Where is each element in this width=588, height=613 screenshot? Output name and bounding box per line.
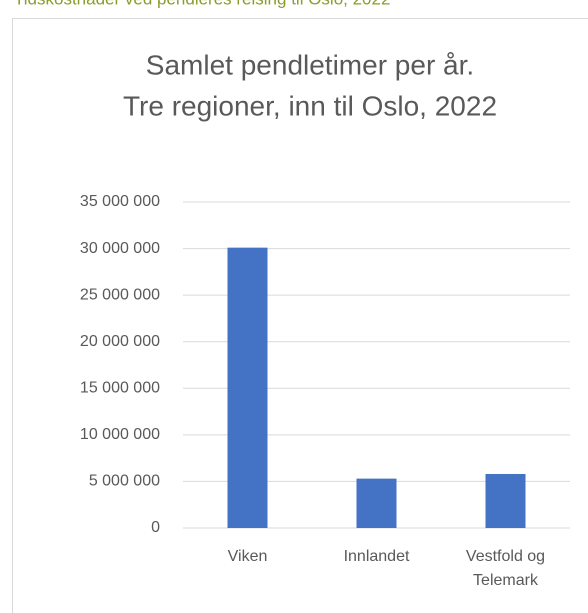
chart-title: Tre regioner, inn til Oslo, 2022	[123, 90, 497, 121]
y-tick-label: 25 000 000	[80, 286, 160, 303]
page-header: Tidskostnader ved pendleres reising til …	[14, 0, 390, 8]
bar	[227, 247, 268, 528]
bar	[356, 478, 397, 528]
y-tick-label: 10 000 000	[80, 426, 160, 443]
bar	[485, 473, 526, 528]
y-tick-label: 5 000 000	[89, 473, 160, 490]
x-tick-label: Vestfold og Telemark	[466, 548, 545, 589]
chart-border	[12, 18, 588, 613]
x-tick-label: Viken	[228, 548, 268, 565]
y-tick-label: 15 000 000	[80, 380, 160, 397]
y-tick-label: 0	[151, 519, 160, 536]
x-tick-label: Innlandet	[344, 548, 410, 565]
y-tick-label: 20 000 000	[80, 333, 160, 350]
chart-title: Samlet pendletimer per år.	[146, 49, 474, 80]
y-tick-label: 30 000 000	[80, 240, 160, 257]
y-tick-label: 35 000 000	[80, 193, 160, 210]
